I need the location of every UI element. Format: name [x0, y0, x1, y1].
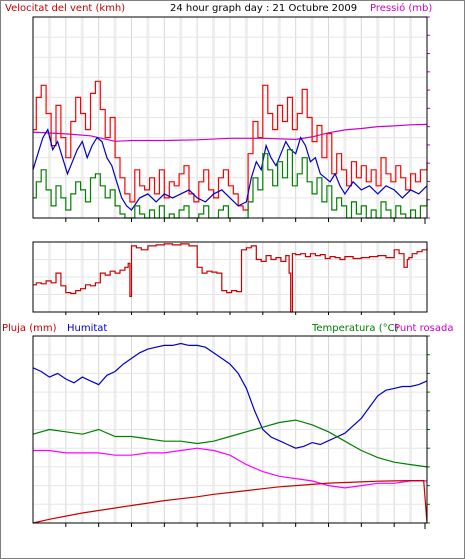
temperature-line: [32, 419, 428, 468]
wind-gust-line: [33, 80, 428, 211]
temperature-axis-title: Temperatura (°C): [311, 323, 399, 334]
humidity-line: [32, 342, 428, 449]
rain-line: [32, 480, 428, 524]
wind-average-line: [32, 128, 428, 211]
pressure-axis-title: Pressió (mb): [370, 2, 432, 14]
chart-title: 24 hour graph day : 21 Octubre 2009: [170, 3, 357, 14]
rain-axis-title: Pluja (mm): [2, 323, 57, 334]
pressure-line: [32, 123, 428, 142]
humidity-axis-title: Humitat: [67, 323, 107, 334]
wind-axis-title: Velocitat del vent (kmh): [5, 3, 125, 14]
dew-point-axis-title: Punt rosada: [394, 323, 453, 334]
wind-direction-line: [33, 243, 428, 313]
dew-point-line: [33, 447, 427, 489]
